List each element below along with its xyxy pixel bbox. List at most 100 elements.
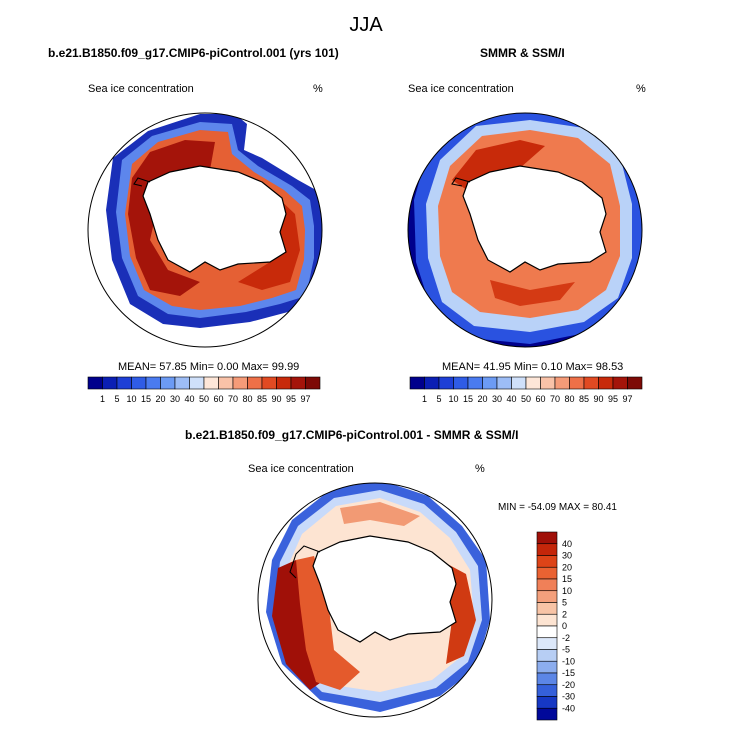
obs-stats: MEAN= 41.95 Min= 0.10 Max= 98.53 — [442, 361, 624, 373]
obs-colorbar-swatch — [438, 376, 454, 390]
model-map — [106, 114, 322, 328]
obs-colorbar-swatch — [598, 376, 614, 390]
diff-colorbar-tick-label: -40 — [562, 703, 575, 713]
diff-colorbar-tick-label: 10 — [562, 586, 572, 596]
obs-colorbar-swatch — [467, 376, 483, 390]
model-colorbar-tick-label: 15 — [141, 394, 151, 404]
diff-colorbar-tick-label: 20 — [562, 562, 572, 572]
model-colorbar-tick-label: 40 — [184, 394, 194, 404]
obs-colorbar-swatch — [627, 376, 643, 390]
model-right-label: % — [313, 83, 323, 95]
obs-colorbar-swatch — [511, 376, 527, 390]
diff-stats: MIN = -54.09 MAX = 80.41 — [498, 502, 617, 513]
diff-colorbar-tick-label: -20 — [562, 680, 575, 690]
diff-peninsula — [289, 545, 321, 579]
obs-colorbar-swatch — [496, 376, 512, 390]
diff-colorbar-swatch — [536, 660, 558, 674]
obs-colorbar-tick-label: 15 — [463, 394, 473, 404]
obs-map — [408, 113, 642, 347]
obs-left-label: Sea ice concentration — [408, 83, 514, 95]
diff-colorbar-swatch — [536, 625, 558, 639]
diff-colorbar-swatch — [536, 649, 558, 662]
diff-colorbar-swatch — [536, 672, 558, 686]
obs-colorbar-swatch — [554, 376, 570, 390]
obs-colorbar-tick-label: 5 — [436, 394, 441, 404]
obs-colorbar-tick-label: 97 — [622, 394, 632, 404]
model-colorbar-swatch — [87, 376, 103, 390]
model-ice-max — [128, 140, 215, 296]
obs-colorbar: 1 5 10 15 20 30 40 50 60 70 80 85 90 95 97 — [409, 376, 643, 404]
diff-colorbar-swatch — [536, 613, 558, 627]
model-colorbar-swatch — [261, 376, 277, 390]
model-colorbar-swatch — [218, 376, 234, 390]
obs-peninsula — [451, 177, 471, 187]
diff-left-label: Sea ice concentration — [248, 463, 354, 475]
diff-right-label: % — [475, 463, 485, 475]
diff-colorbar-swatch — [536, 531, 558, 545]
model-colorbar-swatch — [145, 376, 161, 390]
model-colorbar-swatch — [290, 376, 306, 390]
diff-colorbar-swatch — [536, 590, 558, 603]
diff-colorbar-tick-label: 30 — [562, 551, 572, 561]
model-colorbar-swatch — [189, 376, 205, 390]
model-colorbar-swatch — [131, 376, 147, 390]
model-colorbar-tick-label: 30 — [170, 394, 180, 404]
diff-colorbar-swatch — [536, 707, 558, 721]
model-colorbar-swatch — [102, 376, 118, 390]
diff-colorbar-swatch — [536, 578, 558, 592]
obs-colorbar-tick-label: 85 — [579, 394, 589, 404]
diff-map — [266, 483, 490, 712]
diff-colorbar-tick-label: -15 — [562, 668, 575, 678]
diff-colorbar-tick-label: -10 — [562, 656, 575, 666]
obs-colorbar-swatch — [453, 376, 469, 390]
model-colorbar-tick-label: 10 — [126, 394, 136, 404]
model-colorbar-swatch — [305, 376, 321, 390]
model-colorbar-tick-label: 20 — [155, 394, 165, 404]
model-colorbar-swatch — [116, 376, 132, 390]
obs-colorbar-swatch — [540, 376, 556, 390]
obs-colorbar-tick-label: 30 — [492, 394, 502, 404]
model-colorbar-swatch — [160, 376, 176, 390]
diff-colorbar-swatch — [536, 637, 558, 650]
model-colorbar-tick-label: 1 — [100, 394, 105, 404]
obs-continent — [462, 165, 607, 273]
obs-panel-title: SMMR & SSM/I — [480, 46, 565, 60]
obs-colorbar-swatch — [409, 376, 425, 390]
diff-colorbar-tick-label: 0 — [562, 621, 567, 631]
diff-colorbar-swatch — [536, 696, 558, 709]
diff-colorbar-tick-label: -2 — [562, 633, 570, 643]
figure-title: JJA — [349, 14, 383, 36]
model-colorbar-swatch — [174, 376, 190, 390]
model-panel-title: b.e21.B1850.f09_g17.CMIP6-piControl.001 … — [48, 46, 339, 60]
obs-colorbar-tick-label: 80 — [564, 394, 574, 404]
model-peninsula — [133, 177, 151, 187]
obs-colorbar-tick-label: 90 — [593, 394, 603, 404]
obs-right-label: % — [636, 83, 646, 95]
diff-colorbar-tick-label: 40 — [562, 539, 572, 549]
obs-colorbar-tick-label: 1 — [422, 394, 427, 404]
obs-colorbar-tick-label: 20 — [477, 394, 487, 404]
diff-colorbar-swatch — [536, 555, 558, 568]
diff-positive-north — [340, 502, 420, 526]
diff-colorbar-swatch — [536, 566, 558, 580]
model-colorbar-tick-label: 85 — [257, 394, 267, 404]
obs-colorbar-swatch — [525, 376, 541, 390]
obs-colorbar-swatch — [612, 376, 628, 390]
obs-colorbar-tick-label: 40 — [506, 394, 516, 404]
diff-colorbar-tick-label: -30 — [562, 692, 575, 702]
diff-continent — [312, 535, 457, 643]
diff-colorbar-swatch — [536, 543, 558, 556]
model-colorbar-swatch — [276, 376, 292, 390]
obs-map-border — [407, 112, 643, 348]
diff-colorbar-tick-label: -5 — [562, 645, 570, 655]
obs-ice-red-south — [490, 280, 575, 306]
obs-colorbar-swatch — [424, 376, 440, 390]
model-colorbar-tick-label: 90 — [271, 394, 281, 404]
diff-colorbar-swatch — [536, 684, 558, 697]
obs-colorbar-tick-label: 10 — [448, 394, 458, 404]
model-colorbar-tick-label: 5 — [114, 394, 119, 404]
diff-colorbar-tick-label: 2 — [562, 609, 567, 619]
model-left-label: Sea ice concentration — [88, 83, 194, 95]
